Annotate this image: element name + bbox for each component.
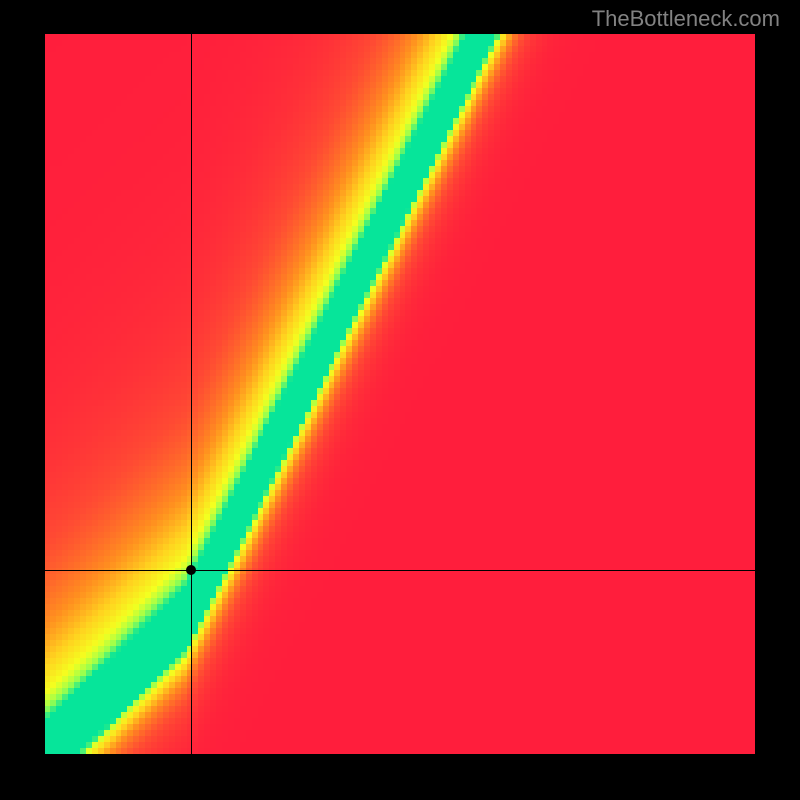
heatmap-canvas <box>45 34 755 754</box>
crosshair-vertical <box>191 34 192 754</box>
heatmap-plot <box>45 34 755 754</box>
crosshair-horizontal <box>45 570 755 571</box>
marker-dot <box>186 565 196 575</box>
watermark-text: TheBottleneck.com <box>592 6 780 32</box>
